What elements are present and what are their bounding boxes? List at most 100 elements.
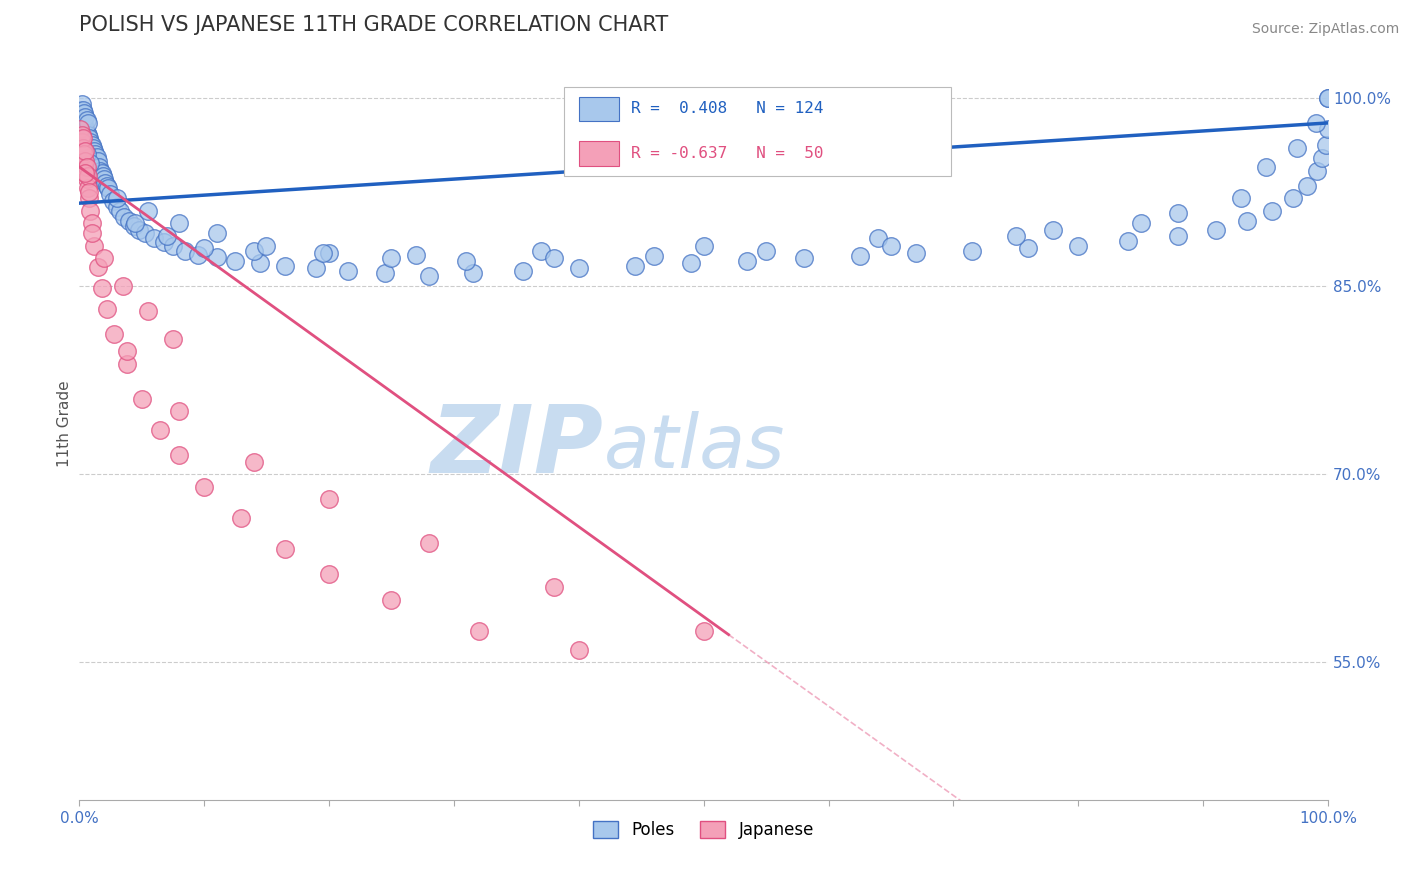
Point <box>75 166 97 180</box>
Point <box>80 227 103 241</box>
Point <box>243 454 266 468</box>
Point <box>76 128 98 143</box>
Point <box>153 235 176 249</box>
Point <box>80 216 103 230</box>
Point <box>118 213 141 227</box>
Point <box>456 253 478 268</box>
Point <box>312 246 335 260</box>
Point <box>80 138 103 153</box>
Point <box>84 147 107 161</box>
Point <box>243 244 266 258</box>
Point <box>136 203 159 218</box>
Point <box>69 122 91 136</box>
Point <box>380 592 402 607</box>
Point <box>76 113 98 128</box>
Bar <box>579 97 619 121</box>
Point <box>1306 163 1329 178</box>
Point <box>318 567 340 582</box>
Point <box>1282 191 1305 205</box>
Point <box>82 141 104 155</box>
Point <box>77 185 100 199</box>
Point <box>93 172 115 186</box>
Point <box>122 219 145 233</box>
Point <box>70 122 93 136</box>
Point <box>86 150 108 164</box>
Point <box>105 200 128 214</box>
Text: atlas: atlas <box>603 410 785 483</box>
Point <box>1285 141 1308 155</box>
Point <box>115 344 138 359</box>
Point <box>568 261 591 276</box>
Point <box>793 252 815 266</box>
Point <box>174 244 197 258</box>
Point <box>543 580 565 594</box>
Point <box>418 536 440 550</box>
Point <box>69 116 91 130</box>
Point <box>111 279 134 293</box>
Point <box>193 480 215 494</box>
Point <box>461 267 484 281</box>
Point <box>960 244 983 258</box>
Point <box>530 244 553 258</box>
Text: Source: ZipAtlas.com: Source: ZipAtlas.com <box>1251 22 1399 37</box>
Point <box>72 141 94 155</box>
Point <box>1254 160 1277 174</box>
Point <box>468 624 491 638</box>
Point <box>77 131 100 145</box>
Point <box>162 239 184 253</box>
Point <box>70 97 93 112</box>
Point <box>1067 239 1090 253</box>
Point <box>72 131 94 145</box>
Point <box>82 153 104 168</box>
Point <box>1261 203 1284 218</box>
Point <box>96 178 118 193</box>
Point <box>76 116 98 130</box>
Point <box>205 250 228 264</box>
Point <box>72 153 94 168</box>
Point <box>87 260 110 275</box>
Point <box>1236 213 1258 227</box>
Point <box>568 642 591 657</box>
Point <box>73 147 96 161</box>
Point <box>737 253 759 268</box>
Point <box>193 241 215 255</box>
Point <box>76 160 98 174</box>
Point <box>77 191 100 205</box>
Point <box>76 138 98 153</box>
FancyBboxPatch shape <box>564 87 950 176</box>
Point <box>205 227 228 241</box>
Point <box>231 511 253 525</box>
Point <box>1205 222 1227 236</box>
Point <box>512 264 534 278</box>
Point <box>87 166 110 180</box>
Point <box>105 191 128 205</box>
Point <box>76 147 98 161</box>
Point <box>1042 222 1064 236</box>
Point <box>167 404 190 418</box>
Text: R = -0.637   N =  50: R = -0.637 N = 50 <box>631 146 824 161</box>
Point <box>87 153 110 168</box>
Point <box>405 247 427 261</box>
Point <box>543 252 565 266</box>
Point <box>91 169 114 183</box>
Point <box>124 216 146 230</box>
Point <box>162 332 184 346</box>
Point <box>72 141 94 155</box>
Point <box>76 141 98 155</box>
Point <box>755 244 778 258</box>
Text: R =  0.408   N = 124: R = 0.408 N = 124 <box>631 102 824 117</box>
Point <box>90 281 112 295</box>
Point <box>83 156 105 170</box>
Point <box>1317 91 1340 105</box>
Text: ZIP: ZIP <box>430 401 603 492</box>
Point <box>380 252 402 266</box>
Point <box>155 228 177 243</box>
Point <box>86 162 108 177</box>
Point <box>134 227 156 241</box>
Point <box>76 169 98 183</box>
Point <box>1315 138 1337 153</box>
Point <box>131 392 153 406</box>
Bar <box>579 141 619 166</box>
Point <box>167 216 190 230</box>
Point <box>318 492 340 507</box>
